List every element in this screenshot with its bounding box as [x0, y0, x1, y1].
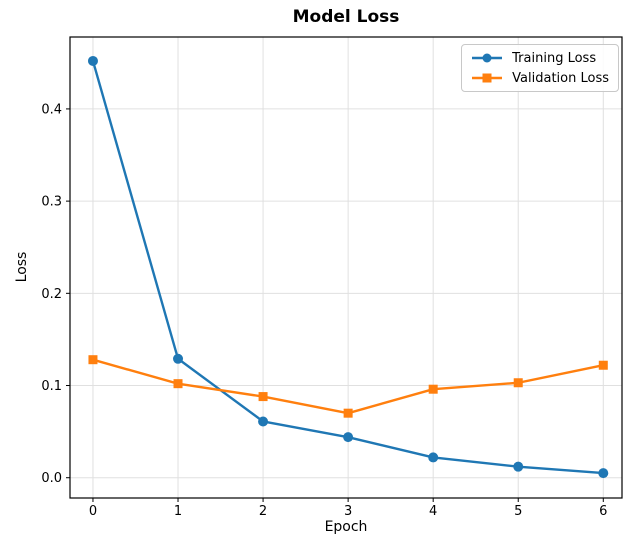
- validation-loss-marker: [258, 392, 268, 402]
- validation-loss-marker: [513, 378, 523, 388]
- validation-loss-marker: [88, 355, 98, 365]
- legend-item-training-loss: Training Loss: [470, 48, 609, 68]
- training-loss-marker: [343, 432, 354, 443]
- x-tick-label: 1: [174, 504, 182, 519]
- y-tick-label: 0.4: [41, 102, 62, 117]
- plot-border: [69, 36, 623, 499]
- legend: Training Loss Validation Loss: [461, 44, 619, 92]
- x-tick-label: 3: [344, 504, 352, 519]
- x-tick-label: 6: [599, 504, 607, 519]
- training-loss-marker: [598, 468, 609, 479]
- x-tick-label: 4: [429, 504, 437, 519]
- chart-title: Model Loss: [292, 7, 400, 27]
- training-loss-marker: [87, 55, 98, 66]
- validation-loss-marker: [598, 360, 608, 370]
- training-loss-marker: [173, 353, 184, 364]
- training-loss-marker: [428, 452, 439, 463]
- x-tick-label: 2: [259, 504, 267, 519]
- y-tick-label: 0.2: [41, 287, 62, 302]
- legend-label: Validation Loss: [512, 70, 609, 86]
- validation-loss-marker: [173, 379, 183, 389]
- training-loss-line-icon: [472, 53, 503, 63]
- y-tick-label: 0.1: [41, 379, 62, 394]
- training-loss-marker: [258, 416, 269, 427]
- training-loss-marker: [513, 461, 524, 472]
- validation-loss-line-icon: [472, 73, 503, 83]
- validation-loss-marker: [428, 384, 438, 394]
- validation-loss-marker: [343, 408, 353, 418]
- x-tick-label: 5: [514, 504, 522, 519]
- x-axis-label: Epoch: [324, 519, 368, 535]
- y-axis-label: Loss: [14, 251, 30, 283]
- y-tick-label: 0.0: [41, 471, 62, 486]
- x-tick-label: 0: [89, 504, 97, 519]
- legend-label: Training Loss: [512, 50, 597, 66]
- legend-item-validation-loss: Validation Loss: [470, 68, 609, 88]
- y-tick-label: 0.3: [41, 195, 62, 210]
